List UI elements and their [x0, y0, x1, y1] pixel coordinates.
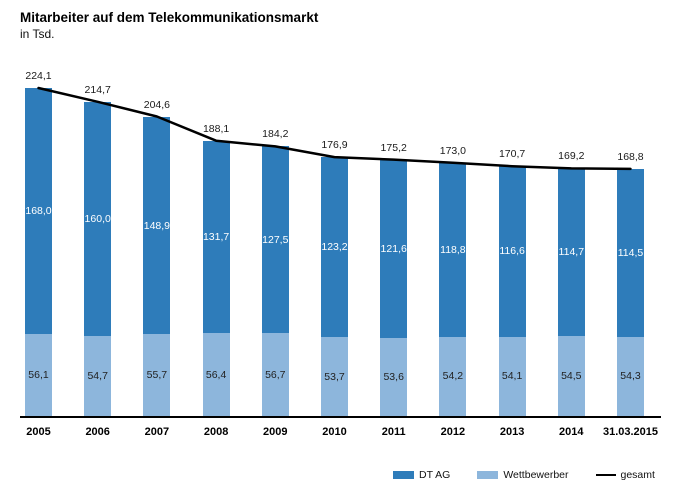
- bar-segment-dt-ag: [617, 168, 644, 337]
- x-tick-label-2011: 2011: [381, 426, 406, 438]
- x-tick-label-2010: 2010: [322, 426, 347, 438]
- total-value-label: 214,7: [84, 83, 111, 96]
- value-label-dt-ag: 123,2: [321, 241, 348, 254]
- x-tick-label-2012: 2012: [440, 426, 466, 438]
- total-value-label: 184,2: [262, 128, 289, 141]
- value-label-wettbewerber: 54,3: [620, 370, 641, 383]
- x-tick-label-2006: 2006: [85, 426, 110, 438]
- total-value-label: 169,2: [558, 150, 585, 163]
- bar-segment-wettbewerber: [380, 337, 408, 416]
- x-tick-label-2009: 2009: [263, 426, 288, 438]
- value-label-wettbewerber: 54,1: [501, 370, 523, 383]
- value-label-wettbewerber: 53,6: [383, 370, 404, 383]
- bar-segment-dt-ag: [261, 146, 289, 333]
- value-label-dt-ag: 118,8: [440, 243, 466, 256]
- legend-item-dt-ag: DT AG: [393, 469, 450, 481]
- x-tick-label-31-03-2015: 31.03.2015: [602, 426, 659, 438]
- bar-segment-wettbewerber: [498, 336, 526, 416]
- value-label-dt-ag: 116,6: [499, 245, 525, 258]
- total-value-label: 175,2: [380, 141, 407, 154]
- value-label-dt-ag: 114,5: [617, 246, 644, 259]
- bar-segment-wettbewerber: [439, 336, 467, 416]
- legend-line-swatch-gesamt: [595, 473, 616, 477]
- bar-segment-dt-ag: [498, 166, 526, 337]
- value-label-wettbewerber: 56,7: [265, 368, 286, 381]
- total-value-label: 176,9: [321, 139, 348, 152]
- total-value-label: 170,7: [498, 148, 526, 161]
- value-label-wettbewerber: 53,7: [324, 370, 345, 383]
- value-label-wettbewerber: 54,2: [442, 370, 464, 383]
- bar-segment-wettbewerber: [25, 333, 52, 416]
- bar-segment-wettbewerber: [557, 336, 585, 416]
- x-tick-label-2008: 2008: [203, 426, 229, 438]
- value-label-wettbewerber: 55,7: [146, 369, 168, 382]
- bar-segment-wettbewerber: [321, 337, 348, 416]
- x-tick-label-2014: 2014: [559, 426, 584, 438]
- value-label-dt-ag: 114,7: [558, 246, 585, 259]
- legend-label-wettbewerber: Wettbewerber: [503, 469, 569, 481]
- total-value-label: 173,0: [439, 144, 467, 157]
- legend-item-gesamt: gesamt: [595, 469, 655, 481]
- value-label-wettbewerber: 56,1: [28, 368, 49, 381]
- bar-segment-dt-ag: [557, 168, 585, 337]
- legend: DT AG Wettbewerber gesamt: [393, 469, 655, 481]
- total-value-label: 188,1: [202, 122, 230, 135]
- value-label-wettbewerber: 54,5: [561, 370, 582, 383]
- bar-segment-dt-ag: [321, 157, 348, 338]
- x-tick-label-2013: 2013: [499, 426, 525, 438]
- x-axis-line: [20, 416, 661, 418]
- bar-segment-dt-ag: [380, 159, 408, 338]
- value-label-wettbewerber: 54,7: [87, 369, 108, 382]
- value-label-dt-ag: 131,7: [202, 231, 230, 244]
- total-value-label: 204,6: [143, 98, 171, 111]
- value-label-dt-ag: 127,5: [262, 233, 289, 246]
- legend-rect-swatch-wettbewerber: [477, 471, 499, 479]
- value-label-dt-ag: 148,9: [143, 219, 171, 232]
- chart-subtitle: in Tsd.: [20, 27, 55, 41]
- bar-segment-dt-ag: [439, 162, 467, 337]
- legend-label-gesamt: gesamt: [620, 469, 655, 481]
- bar-segment-wettbewerber: [617, 336, 644, 416]
- value-label-wettbewerber: 56,4: [205, 368, 227, 381]
- x-tick-label-2005: 2005: [26, 426, 51, 438]
- bar-segment-wettbewerber: [202, 333, 230, 416]
- total-value-label: 168,8: [617, 150, 644, 163]
- chart-title: Mitarbeiter auf dem Telekommunikationsma…: [20, 10, 319, 25]
- value-label-dt-ag: 160,0: [84, 212, 111, 225]
- bar-segment-dt-ag: [202, 140, 230, 334]
- legend-label-dt-ag: DT AG: [419, 469, 451, 481]
- x-tick-label-2007: 2007: [144, 426, 170, 438]
- bar-segment-wettbewerber: [84, 335, 112, 416]
- total-value-label: 224,1: [25, 70, 52, 82]
- legend-item-wettbewerber: Wettbewerber: [477, 469, 569, 481]
- value-label-dt-ag: 168,0: [25, 204, 52, 217]
- legend-rect-swatch-dt-ag: [393, 471, 414, 479]
- value-label-dt-ag: 121,6: [380, 242, 407, 255]
- bar-segment-wettbewerber: [143, 334, 171, 416]
- bar-segment-wettbewerber: [261, 333, 289, 416]
